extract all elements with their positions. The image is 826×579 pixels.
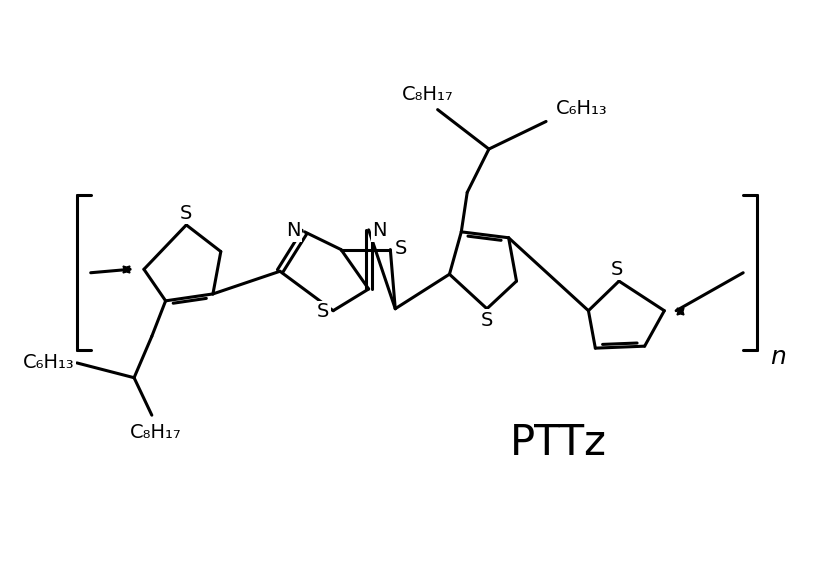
Text: C₈H₁₇: C₈H₁₇ [402,85,453,104]
Text: C₆H₁₃: C₆H₁₃ [556,98,608,118]
Text: S: S [611,260,623,279]
Text: n: n [770,345,786,369]
Text: PTTz: PTTz [510,423,606,464]
Text: N: N [286,221,301,240]
Text: S: S [394,239,406,258]
Text: S: S [317,302,330,321]
Text: C₆H₁₃: C₆H₁₃ [23,353,75,372]
Text: S: S [180,204,192,222]
Text: S: S [481,311,493,330]
Text: C₈H₁₇: C₈H₁₇ [130,423,182,442]
Text: N: N [373,221,387,240]
